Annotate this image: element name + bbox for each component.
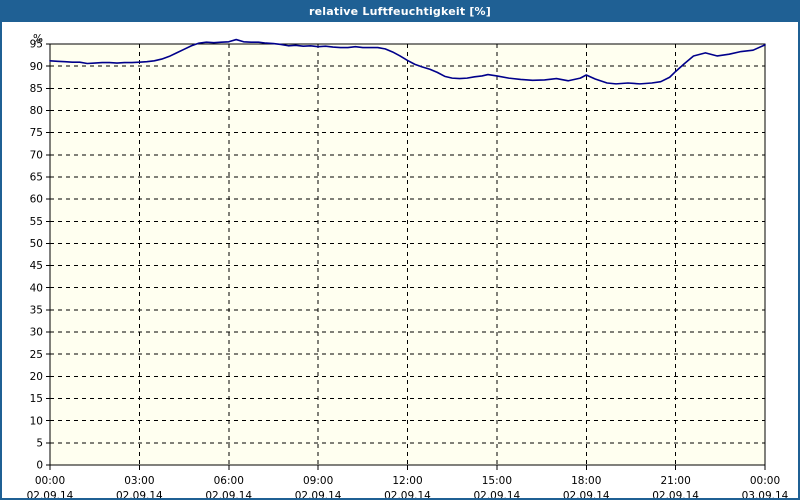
svg-text:02.09.14: 02.09.14 <box>473 490 520 498</box>
svg-text:10: 10 <box>30 415 43 427</box>
svg-text:20: 20 <box>30 371 43 383</box>
chart-plot-container: 0 5 10 15 20 25 30 35 40 45 50 55 60 65 70 75 80 85 90 95 %… <box>2 24 798 498</box>
svg-text:55: 55 <box>30 216 43 228</box>
window-title-bar: relative Luftfeuchtigkeit [%] <box>2 2 798 22</box>
svg-text:02.09.14: 02.09.14 <box>295 490 342 498</box>
svg-text:15:00: 15:00 <box>482 475 512 487</box>
svg-text:21:00: 21:00 <box>660 475 690 487</box>
svg-text:30: 30 <box>30 327 43 339</box>
svg-text:65: 65 <box>30 172 43 184</box>
svg-text:90: 90 <box>30 61 43 73</box>
svg-text:02.09.14: 02.09.14 <box>563 490 610 498</box>
page-title: relative Luftfeuchtigkeit [%] <box>309 4 491 18</box>
y-axis-unit-label: % <box>33 33 43 45</box>
svg-text:02.09.14: 02.09.14 <box>116 490 163 498</box>
svg-text:03.09.14: 03.09.14 <box>742 490 789 498</box>
svg-text:12:00: 12:00 <box>392 475 422 487</box>
svg-text:0: 0 <box>36 460 43 472</box>
svg-text:80: 80 <box>30 105 43 117</box>
svg-text:02.09.14: 02.09.14 <box>205 490 252 498</box>
grid-lines <box>50 43 765 465</box>
svg-text:18:00: 18:00 <box>571 475 601 487</box>
data-series-line <box>49 38 766 85</box>
x-axis-tick-labels: 00:00 02.09.14 03:00 02.09.14 06:00 02.09.14 0… <box>27 475 789 498</box>
svg-text:15: 15 <box>30 393 43 405</box>
svg-text:35: 35 <box>30 304 43 316</box>
axis-tick-marks <box>46 43 766 470</box>
svg-text:09:00: 09:00 <box>303 475 333 487</box>
svg-text:40: 40 <box>30 282 43 294</box>
svg-text:%: % <box>33 33 43 45</box>
svg-text:95: 95 <box>30 39 43 51</box>
svg-text:25: 25 <box>30 349 43 361</box>
svg-text:02.09.14: 02.09.14 <box>27 490 74 498</box>
plot-frame <box>49 43 766 466</box>
svg-text:02.09.14: 02.09.14 <box>384 490 431 498</box>
svg-text:85: 85 <box>30 83 43 95</box>
svg-text:75: 75 <box>30 127 43 139</box>
humidity-line-chart: 0 5 10 15 20 25 30 35 40 45 50 55 60 65 70 75 80 85 90 95 %… <box>27 33 789 498</box>
y-axis-tick-labels: 0 5 10 15 20 25 30 35 40 45 50 55 60 65 70 75 80 85 90 95 <box>30 39 43 472</box>
svg-text:70: 70 <box>30 149 43 161</box>
svg-text:00:00: 00:00 <box>35 475 65 487</box>
svg-text:00:00: 00:00 <box>750 475 780 487</box>
svg-text:5: 5 <box>36 437 43 449</box>
svg-text:45: 45 <box>30 260 43 272</box>
svg-text:50: 50 <box>30 238 43 250</box>
svg-text:06:00: 06:00 <box>214 475 244 487</box>
svg-text:60: 60 <box>30 194 43 206</box>
svg-text:02.09.14: 02.09.14 <box>652 490 699 498</box>
svg-text:03:00: 03:00 <box>124 475 154 487</box>
